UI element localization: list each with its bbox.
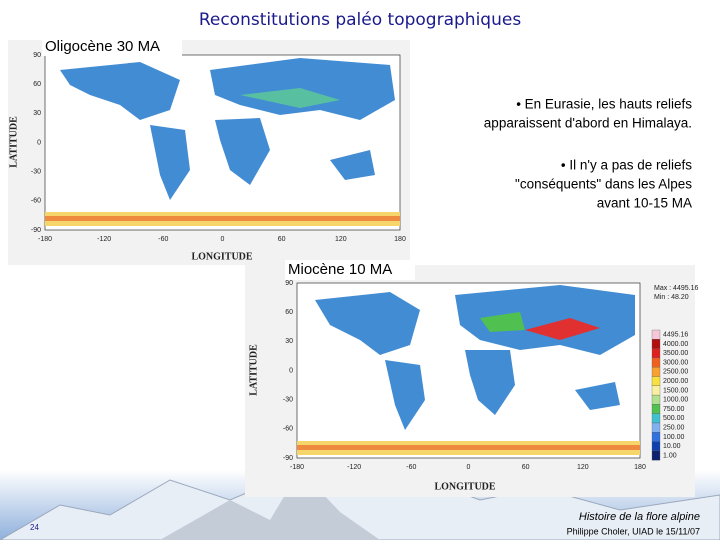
legend-swatch [651, 348, 661, 359]
y-tick-label: -60 [31, 198, 41, 205]
y-axis-label: LATITUDE [8, 116, 19, 168]
x-tick-label: -120 [347, 464, 361, 471]
x-tick-label: -180 [290, 464, 304, 471]
y-tick-label: -30 [31, 169, 41, 176]
y-tick-label: 60 [285, 309, 293, 316]
legend-swatch [651, 413, 661, 424]
legend-swatch [651, 404, 661, 414]
legend-label: 2000.00 [663, 378, 688, 385]
legend-label: 750.00 [663, 406, 685, 413]
map-label: Oligocène 30 MA [45, 38, 160, 55]
stat-max: Max : 4495.16 [654, 285, 698, 292]
y-tick-label: 90 [285, 280, 293, 287]
x-tick-label: 0 [221, 236, 225, 243]
legend-label: 1.00 [663, 452, 677, 459]
relief [480, 312, 525, 332]
y-tick-label: 0 [37, 139, 41, 146]
y-tick-label: 60 [33, 81, 41, 88]
legend-swatch [651, 385, 661, 396]
y-tick-label: 90 [33, 52, 41, 59]
x-tick-label: 120 [335, 236, 347, 243]
landmass [315, 285, 635, 430]
legend-swatch [651, 367, 661, 377]
legend-label: 3500.00 [663, 350, 688, 357]
bullet-line: • Il n'y a pas de reliefs [561, 158, 692, 173]
antarctica-relief [297, 445, 640, 450]
relief [240, 88, 340, 108]
mountains-shade [160, 470, 380, 540]
legend-swatch [651, 394, 661, 405]
map-miocene: Miocène 10 MA LATITUDE LONGITUDE Max : 4… [245, 260, 698, 497]
author: Philippe Choler, UIAD le 15/11/07 [567, 526, 700, 536]
legend-swatch [651, 450, 661, 461]
legend-label: 1000.00 [663, 397, 688, 404]
x-tick-label: 180 [634, 464, 646, 471]
legend-swatch [651, 432, 661, 442]
x-axis-label: LONGITUDE [191, 251, 252, 262]
x-tick-label: 60 [522, 464, 530, 471]
y-tick-label: 0 [289, 367, 293, 374]
legend-label: 500.00 [663, 415, 685, 422]
legend-swatch [651, 329, 661, 340]
x-tick-label: 60 [278, 236, 286, 243]
y-tick-label: -30 [283, 397, 293, 404]
y-axis-label: LATITUDE [248, 344, 259, 396]
legend-label: 10.00 [663, 443, 681, 450]
x-tick-label: 180 [394, 236, 406, 243]
x-tick-label: 0 [467, 464, 471, 471]
legend-label: 4000.00 [663, 341, 688, 348]
antarctica-relief [45, 216, 400, 221]
bullet-line: "conséquents" dans les Alpes [515, 177, 692, 192]
bullet-line: • En Eurasie, les hauts reliefs [516, 97, 692, 112]
y-tick-label: -60 [283, 426, 293, 433]
y-tick-label: -90 [31, 227, 41, 234]
stat-min: Min : 48.20 [654, 294, 689, 301]
label-box [285, 260, 415, 280]
map-label: Miocène 10 MA [288, 261, 392, 278]
x-tick-label: -120 [97, 236, 111, 243]
x-tick-label: -60 [406, 464, 416, 471]
x-axis-label: LONGITUDE [434, 481, 495, 492]
y-tick-label: 30 [285, 338, 293, 345]
bullet-line: avant 10-15 MA [597, 196, 692, 211]
legend-label: 2500.00 [663, 369, 688, 376]
legend-label: 4495.16 [663, 331, 688, 338]
legend-swatch [651, 441, 661, 452]
course-name: Histoire de la flore alpine [579, 511, 700, 523]
x-tick-label: -180 [38, 236, 52, 243]
bullet-line: apparaissent d'abord en Himalaya. [484, 116, 692, 131]
y-tick-label: -90 [283, 455, 293, 462]
map-oligocene: Oligocène 30 MA LATITUDE LONGITUDE 90 60 3… [8, 36, 410, 265]
slide-title: Reconstitutions paléo topographiques [199, 10, 522, 30]
legend-swatch [651, 339, 661, 349]
relief [525, 318, 600, 340]
y-tick-label: 30 [33, 110, 41, 117]
legend-swatch [651, 422, 661, 433]
legend-swatch [651, 357, 661, 368]
label-box [42, 36, 182, 56]
bullets: • En Eurasie, les hauts reliefs apparaiss… [484, 97, 692, 211]
legend-swatch [651, 376, 661, 386]
page-number: 24 [30, 523, 39, 532]
x-tick-label: 120 [577, 464, 589, 471]
x-tick-label: -60 [158, 236, 168, 243]
legend-label: 1500.00 [663, 387, 688, 394]
legend-label: 100.00 [663, 434, 685, 441]
legend-label: 3000.00 [663, 359, 688, 366]
legend-label: 250.00 [663, 424, 685, 431]
